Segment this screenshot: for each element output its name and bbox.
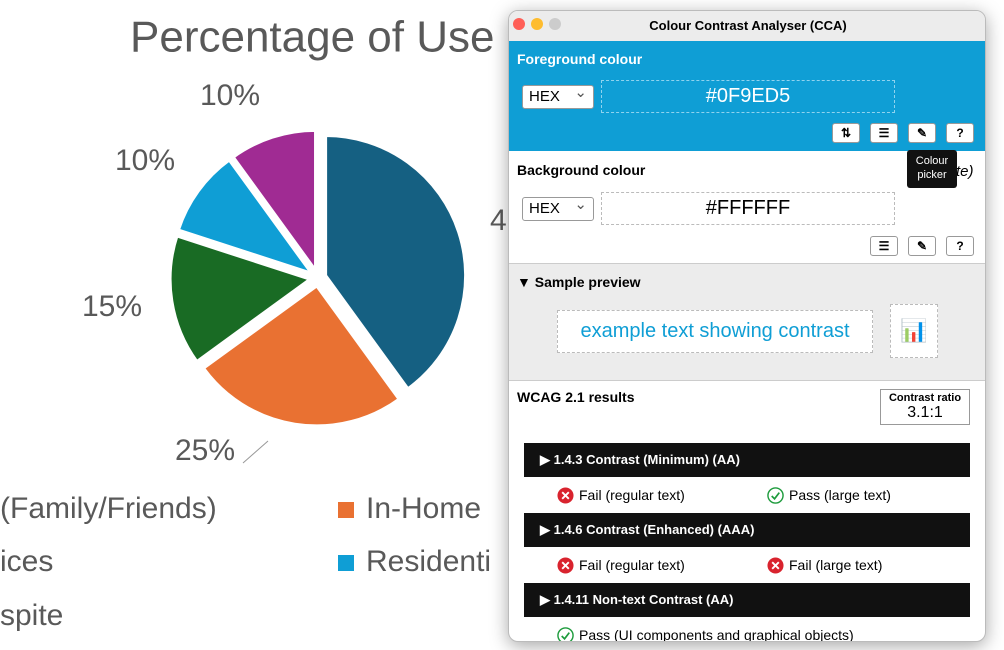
pie-slice [201, 283, 402, 428]
icon-cross [771, 561, 780, 569]
pie-slice [176, 157, 316, 277]
legend-label: ices [0, 545, 53, 578]
tooltip-line: picker [917, 169, 947, 181]
legend-swatch [338, 555, 354, 571]
slice-label: 10% [115, 144, 175, 177]
legend-label: spite [0, 599, 63, 632]
result-text: Fail (regular text) [579, 557, 685, 573]
legend-label: (Family/Friends) [0, 492, 217, 525]
sliders-button[interactable]: ☰ [870, 236, 898, 256]
picker-button[interactable]: ✎ [908, 236, 936, 256]
background-heading: Background colour [517, 162, 646, 178]
result-text: Fail (regular text) [579, 487, 685, 503]
fail-icon [557, 486, 574, 504]
pie-slice [231, 128, 318, 276]
ratio-label: Contrast ratio [888, 392, 962, 404]
window-title: Colour Contrast Analyser (CCA) [649, 18, 847, 33]
results-section: WCAG 2.1 results Contrast ratio 3.1:1 ▶ … [509, 381, 985, 642]
result-text: Pass (large text) [789, 487, 891, 503]
icon-cross [561, 491, 570, 499]
criterion-result: Pass (UI components and graphical object… [557, 625, 854, 642]
pass-icon [557, 626, 574, 641]
criterion-result: Fail (regular text) [557, 555, 685, 575]
tooltip: Colour picker [907, 150, 957, 188]
swap-button[interactable]: ⇅ [832, 123, 860, 143]
slice-label: 15% [82, 290, 142, 323]
sample-text: example text showing contrast [557, 310, 873, 353]
pie-slice [168, 234, 314, 364]
icon-cross [561, 561, 570, 569]
minimize-button[interactable] [531, 18, 543, 30]
criterion-result: Fail (large text) [767, 555, 882, 575]
background-input[interactable]: #FFFFFF [601, 192, 895, 225]
chart-title: Percentage of Use [130, 13, 494, 62]
foreground-heading: Foreground colour [517, 51, 643, 67]
sample-section: ▼ Sample preview example text showing co… [509, 264, 985, 381]
foreground-input[interactable]: #0F9ED5 [601, 80, 895, 113]
criterion-bar[interactable]: ▶ 1.4.3 Contrast (Minimum) (AA) [524, 443, 970, 477]
pass-icon [767, 486, 784, 504]
criterion-result: Pass (large text) [767, 485, 891, 505]
occluded-label: 4 [490, 204, 507, 237]
result-text: Pass (UI components and graphical object… [579, 627, 854, 642]
legend-label: Residenti [366, 545, 491, 578]
legend-swatch [338, 502, 354, 518]
fail-icon [767, 556, 784, 574]
icon-circle [767, 486, 784, 504]
occluded-text: te) [956, 163, 974, 180]
sample-heading: ▼ Sample preview [517, 274, 641, 290]
sample-icon: 📊 [890, 304, 938, 358]
background-format[interactable]: HEX [522, 194, 594, 221]
ratio-box: Contrast ratio 3.1:1 [880, 389, 970, 425]
legend-label: In-Home [366, 492, 481, 525]
foreground-section: Foreground colour HEX #0F9ED5 ⇅ ☰ ✎ ? [509, 41, 985, 151]
fail-icon [557, 556, 574, 574]
slice-label: 25% [175, 434, 235, 467]
criterion-result: Fail (regular text) [557, 485, 685, 505]
ratio-value: 3.1:1 [907, 404, 943, 421]
title-bar: Colour Contrast Analyser (CCA) [509, 11, 985, 42]
help-button[interactable]: ? [946, 236, 974, 256]
result-text: Fail (large text) [789, 557, 883, 573]
tooltip-line: Colour [915, 155, 949, 167]
icon-check [561, 631, 570, 640]
zoom-button[interactable] [549, 18, 561, 30]
cca-window: Colour Contrast Analyser (CCA) Foregroun… [508, 10, 986, 642]
picker-button[interactable]: ✎ [908, 123, 936, 143]
slice-label: 10% [200, 79, 260, 112]
icon-check [771, 491, 780, 500]
close-button[interactable] [513, 18, 525, 30]
results-heading: WCAG 2.1 results [517, 389, 635, 405]
sliders-button[interactable]: ☰ [870, 123, 898, 143]
criterion-bar[interactable]: ▶ 1.4.6 Contrast (Enhanced) (AAA) [524, 513, 970, 547]
foreground-format[interactable]: HEX [522, 82, 594, 109]
icon-circle [557, 626, 574, 641]
leader-line [242, 440, 269, 464]
help-button[interactable]: ? [946, 123, 974, 143]
pie-slice [324, 134, 468, 391]
background-section: Background colour te) HEX #FFFFFF ☰ ✎ ? [509, 151, 985, 264]
criterion-bar[interactable]: ▶ 1.4.11 Non-text Contrast (AA) [524, 583, 970, 617]
